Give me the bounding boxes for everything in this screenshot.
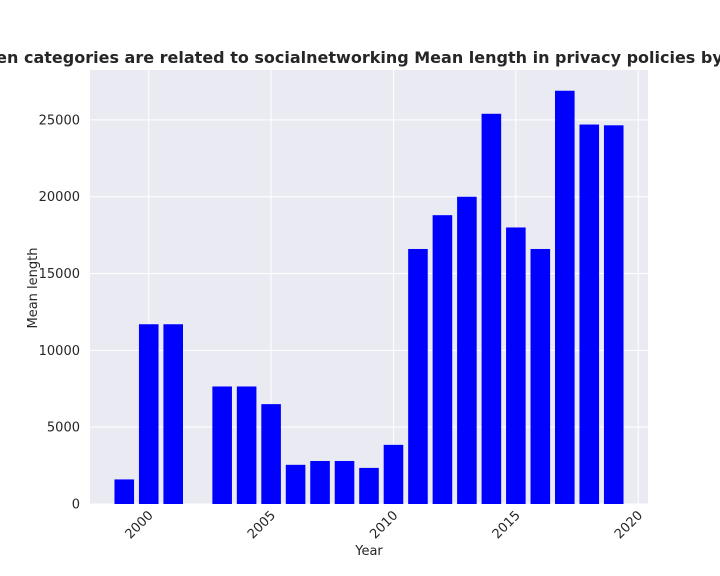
- bar-2007: [310, 460, 330, 504]
- bar-2000: [138, 324, 159, 504]
- bar-2008: [334, 460, 355, 504]
- bar-1999: [114, 479, 135, 504]
- bar-2003: [212, 386, 232, 504]
- bar-2015: [506, 227, 526, 504]
- y-tick-label: 25000: [39, 113, 80, 128]
- bar-2004: [236, 386, 257, 504]
- bar-2013: [457, 196, 477, 505]
- x-tick-label: 2000: [123, 508, 157, 542]
- x-tick-label: 2010: [367, 508, 401, 542]
- y-axis-ticks: 0 5000 10000 15000 20000 25000: [39, 113, 80, 512]
- bar-2014: [481, 113, 502, 505]
- bar-2018: [579, 124, 600, 504]
- bar-2017: [555, 90, 575, 505]
- bars: [114, 90, 624, 505]
- bar-2001: [163, 324, 183, 504]
- bar-2011: [408, 248, 428, 504]
- bar-2016: [530, 248, 551, 504]
- bar-2010: [383, 444, 404, 504]
- y-tick-label: 0: [72, 498, 80, 513]
- bar-2019: [603, 125, 624, 504]
- y-tick-label: 10000: [39, 344, 80, 359]
- bar-2012: [432, 215, 453, 504]
- x-tick-label: 2015: [490, 508, 524, 542]
- y-tick-label: 20000: [39, 190, 80, 205]
- x-tick-label: 2005: [245, 508, 279, 542]
- chart-title: when categories are related to socialnet…: [0, 48, 720, 67]
- y-tick-label: 15000: [39, 267, 80, 282]
- x-axis-ticks: 2000 2005 2010 2015 2020: [123, 508, 646, 542]
- y-tick-label: 5000: [47, 421, 80, 436]
- x-tick-label: 2020: [612, 508, 646, 542]
- x-axis-label: Year: [354, 544, 383, 559]
- bar-2006: [285, 464, 306, 504]
- bar-2009: [359, 467, 379, 504]
- bar-2005: [261, 404, 281, 504]
- y-axis-label: Mean length: [26, 248, 41, 329]
